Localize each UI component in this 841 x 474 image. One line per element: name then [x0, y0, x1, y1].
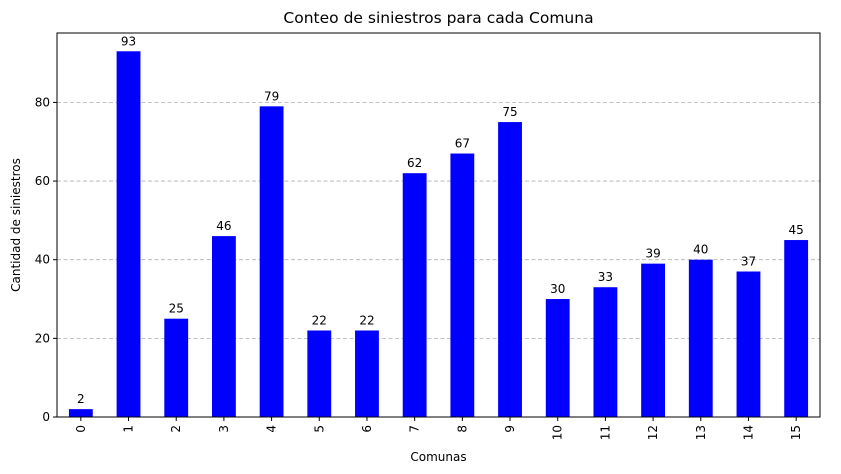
x-tick-label: 7	[408, 425, 422, 433]
data-label: 22	[312, 313, 327, 327]
x-tick-label: 8	[455, 425, 469, 433]
bar-comuna-10	[545, 299, 570, 417]
bar-comuna-4	[259, 106, 284, 417]
plot-frame	[56, 32, 821, 418]
x-tick-label: 15	[789, 425, 803, 440]
x-tick-label: 2	[169, 425, 183, 433]
data-label: 45	[789, 223, 804, 237]
data-label: 2	[77, 392, 85, 406]
bar-comuna-7	[402, 173, 427, 417]
bar-comuna-8	[450, 153, 475, 417]
chart-title: Conteo de siniestros para cada Comuna	[283, 9, 593, 27]
y-axis: 0 20 40 60 80	[35, 95, 57, 424]
bar-comuna-5	[307, 330, 332, 417]
y-tick-label: 60	[35, 174, 50, 188]
data-label: 37	[741, 255, 756, 269]
bar-comuna-13	[688, 259, 713, 417]
bar-comuna-11	[593, 287, 618, 417]
bar-comuna-1	[116, 51, 141, 418]
x-tick-label: 14	[741, 425, 755, 440]
x-axis: 0 1 2 3 4 5 6 7 8 9 10 11 12 13 14 15	[74, 417, 803, 440]
bars	[68, 51, 809, 418]
x-tick-label: 9	[503, 425, 517, 433]
data-label: 39	[645, 247, 660, 261]
data-labels: 2 93 25 46 79 22 22 62 67 75 30 33 39 40 37 45	[77, 34, 804, 406]
data-label: 25	[169, 302, 184, 316]
data-label: 46	[216, 219, 231, 233]
data-label: 93	[121, 34, 136, 48]
bar-comuna-14	[736, 271, 761, 417]
data-label: 30	[550, 282, 565, 296]
bar-comuna-2	[164, 318, 189, 417]
x-tick-label: 5	[312, 425, 326, 433]
y-tick-label: 0	[42, 410, 50, 424]
x-tick-label: 13	[694, 425, 708, 440]
bar-comuna-3	[211, 236, 236, 417]
y-tick-label: 20	[35, 331, 50, 345]
y-axis-label: Cantidad de siniestros	[9, 158, 23, 292]
data-label: 67	[455, 137, 470, 151]
x-tick-label: 11	[598, 425, 612, 440]
x-tick-label: 12	[646, 425, 660, 440]
x-axis-label: Comunas	[410, 450, 466, 464]
data-label: 79	[264, 89, 279, 103]
bar-comuna-12	[641, 263, 666, 417]
y-tick-label: 80	[35, 95, 50, 109]
bar-comuna-15	[784, 240, 809, 417]
data-label: 40	[693, 243, 708, 257]
data-label: 75	[502, 105, 517, 119]
bar-comuna-0	[68, 409, 93, 417]
data-label: 22	[359, 313, 374, 327]
data-label: 62	[407, 156, 422, 170]
x-tick-label: 4	[265, 425, 279, 433]
x-tick-label: 6	[360, 425, 374, 433]
bar-comuna-9	[498, 122, 522, 417]
y-tick-label: 40	[35, 253, 50, 267]
x-tick-label: 3	[217, 425, 231, 433]
bar-comuna-6	[355, 330, 379, 417]
x-tick-label: 10	[551, 425, 565, 440]
x-tick-label: 1	[122, 425, 136, 433]
data-label: 33	[598, 270, 613, 284]
x-tick-label: 0	[74, 425, 88, 433]
